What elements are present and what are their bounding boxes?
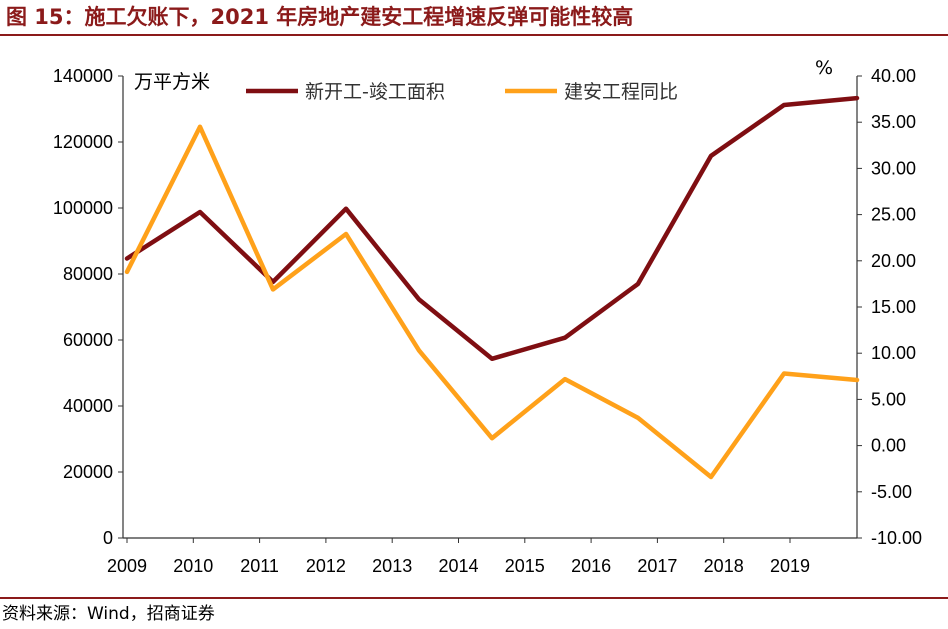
footer-divider — [0, 597, 948, 599]
left-tick-label: 60000 — [63, 330, 113, 350]
right-axis-ticks: -10.00 -5.00 0.00 5.00 10.00 15.00 20.00 25.00 3… — [857, 66, 922, 548]
x-tick-label: 2015 — [505, 556, 545, 576]
left-axis-unit: 万平方米 — [134, 71, 210, 93]
x-tick-label: 2016 — [571, 556, 611, 576]
right-tick-label: 25.00 — [871, 205, 916, 225]
chart-title: 图 15：施工欠账下，2021 年房地产建安工程增速反弹可能性较高 — [6, 5, 634, 29]
x-tick-label: 2019 — [770, 556, 810, 576]
source-note: 资料来源：Wind，招商证券 — [2, 604, 215, 624]
x-tick-label: 2011 — [240, 556, 279, 576]
right-tick-label: 0.00 — [871, 436, 906, 456]
right-tick-label: 5.00 — [871, 389, 906, 409]
x-tick-label: 2014 — [438, 556, 478, 576]
series-line-construction-gap — [124, 95, 860, 362]
left-tick-label: 140000 — [53, 66, 113, 86]
series — [124, 95, 860, 480]
x-tick-label: 2013 — [372, 556, 412, 576]
left-tick-label: 20000 — [63, 462, 113, 482]
left-tick-label: 40000 — [63, 396, 113, 416]
left-axis-ticks: 0 20000 40000 60000 80000 100000 120000 140000 — [53, 66, 123, 548]
right-tick-label: -5.00 — [871, 482, 912, 502]
x-tick-label: 2018 — [704, 556, 744, 576]
legend: 新开工-竣工面积 建安工程同比 — [246, 81, 678, 103]
x-axis-ticks: 2009 2010 2011 2012 2013 2014 2015 2016 2017 2018… — [107, 538, 810, 576]
legend-label-building-yoy: 建安工程同比 — [564, 81, 678, 103]
left-tick-label: 0 — [103, 528, 113, 548]
title-divider — [0, 34, 948, 36]
x-tick-label: 2009 — [107, 556, 147, 576]
series-line-building-yoy — [124, 124, 860, 480]
right-tick-label: 35.00 — [871, 112, 916, 132]
x-tick-label: 2010 — [173, 556, 213, 576]
left-tick-label: 80000 — [63, 264, 113, 284]
right-tick-label: -10.00 — [871, 528, 922, 548]
legend-label-construction-gap: 新开工-竣工面积 — [305, 81, 445, 103]
right-tick-label: 40.00 — [871, 66, 916, 86]
left-tick-label: 100000 — [53, 198, 113, 218]
right-tick-label: 10.00 — [871, 343, 916, 363]
left-tick-label: 120000 — [53, 132, 113, 152]
right-tick-label: 20.00 — [871, 251, 916, 271]
right-tick-label: 30.00 — [871, 158, 916, 178]
x-tick-label: 2017 — [637, 556, 677, 576]
right-axis-unit: % — [815, 57, 833, 79]
x-tick-label: 2012 — [306, 556, 346, 576]
right-tick-label: 15.00 — [871, 297, 916, 317]
axes — [122, 76, 858, 539]
